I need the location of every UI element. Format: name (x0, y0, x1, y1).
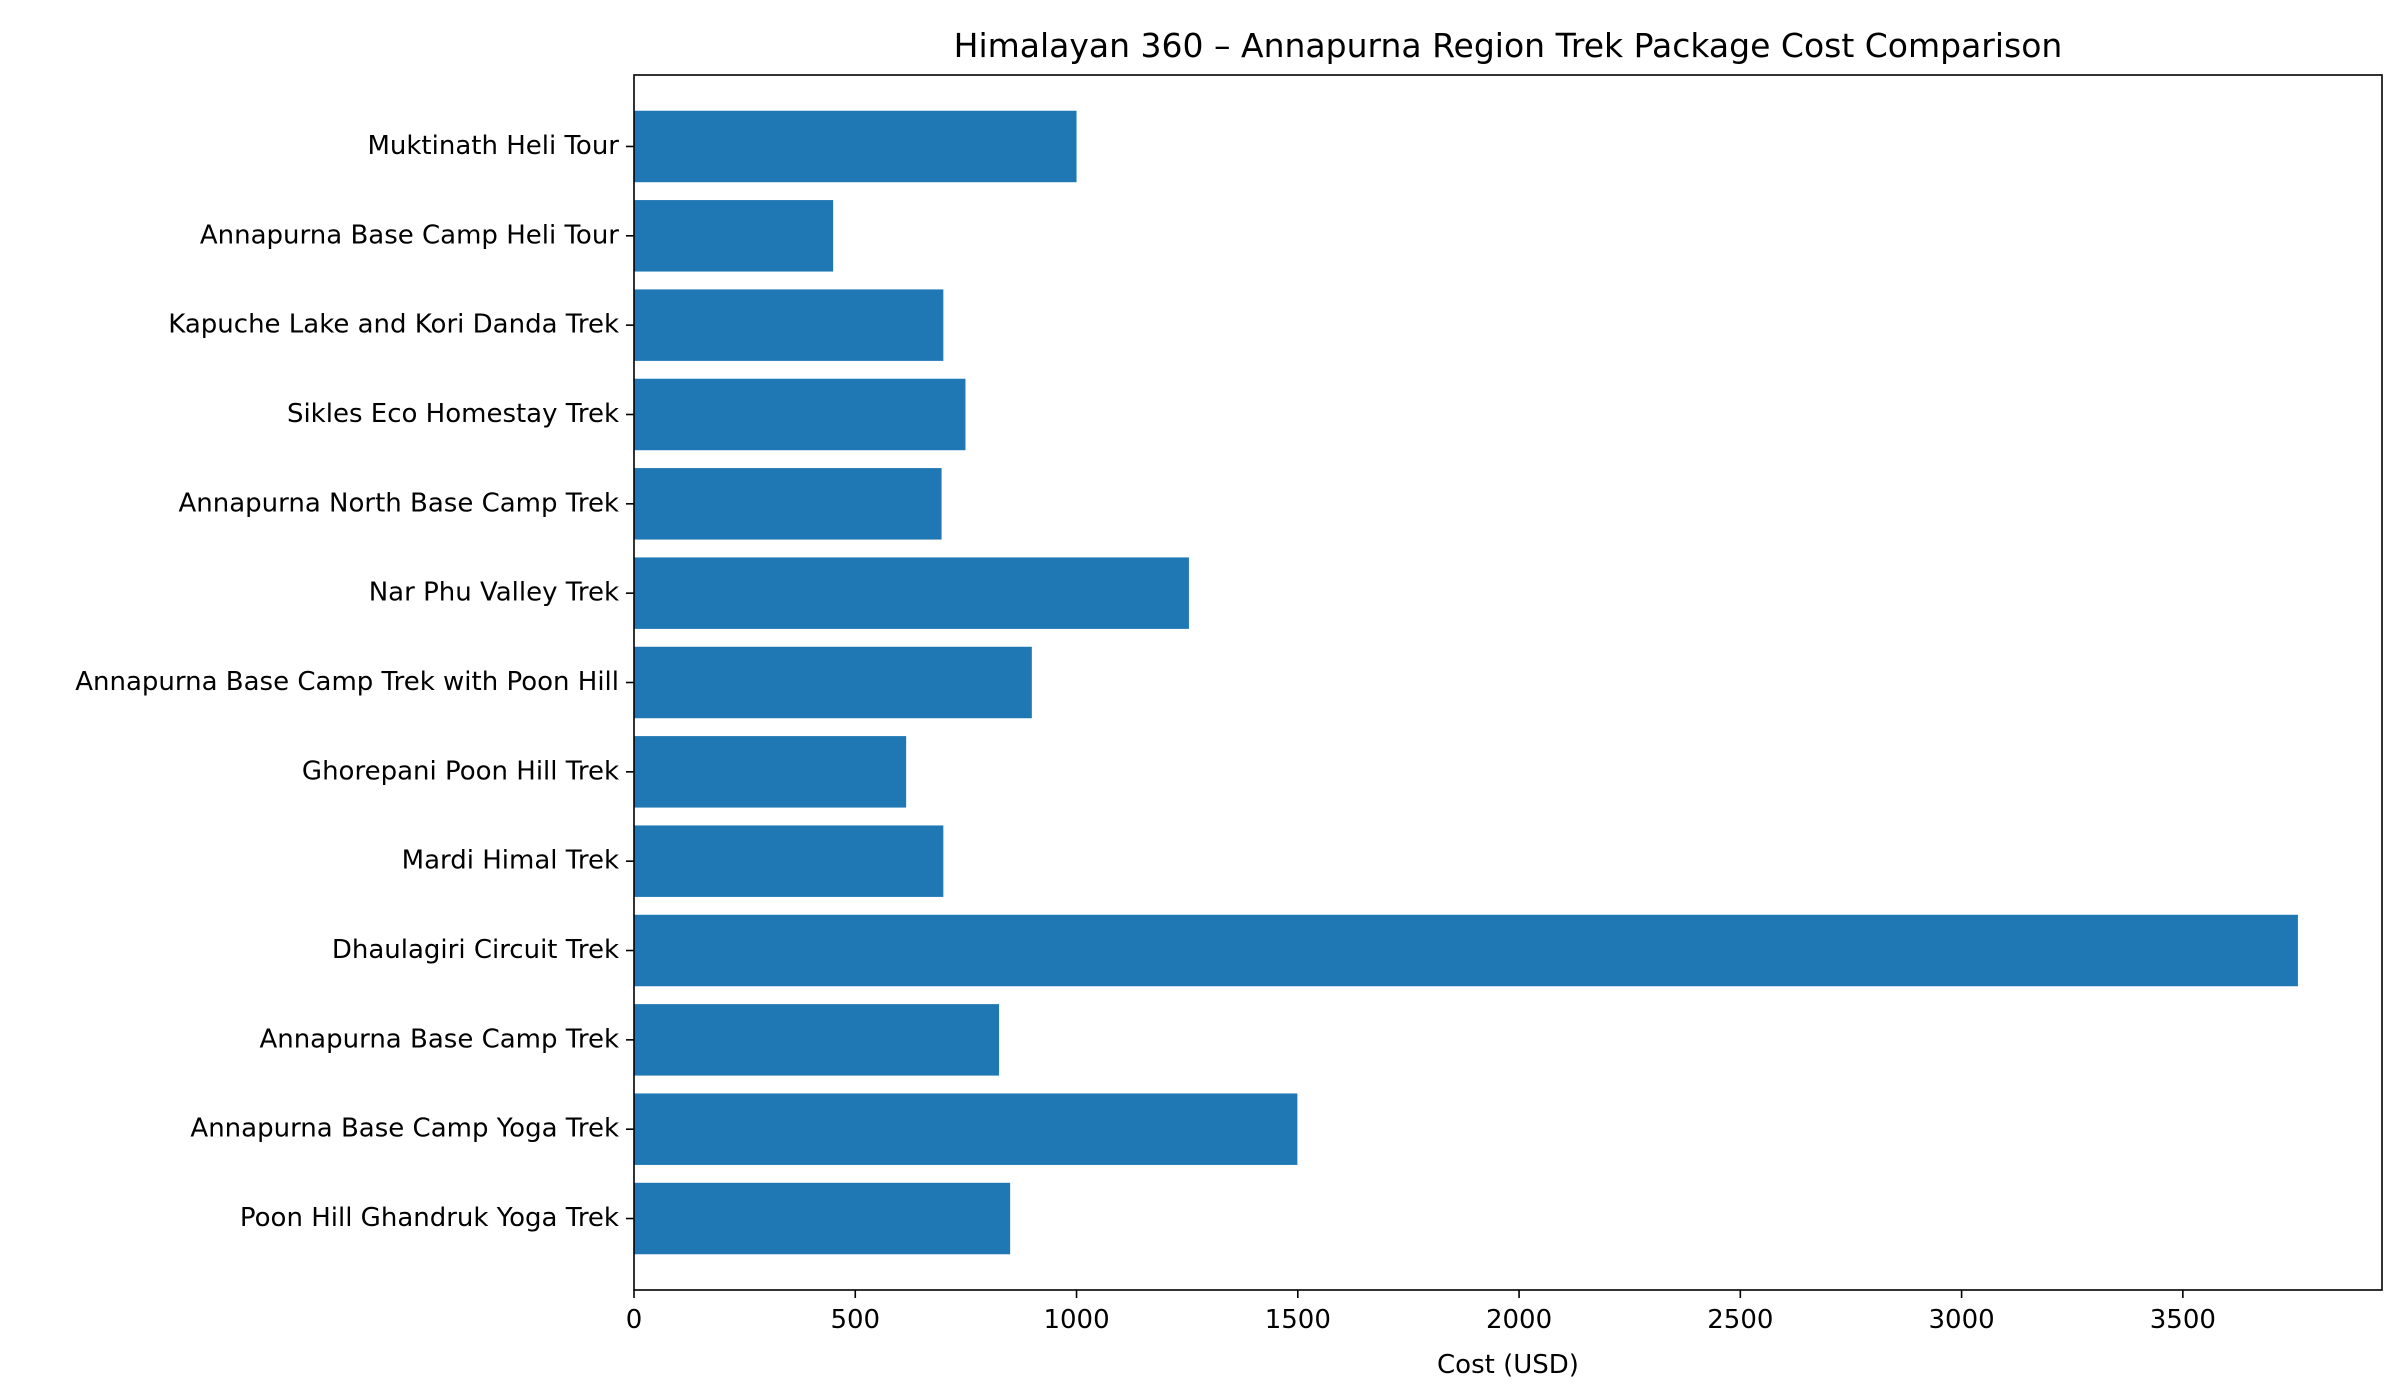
y-tick-label: Annapurna Base Camp Trek with Poon Hill (75, 667, 619, 697)
y-tick-label: Nar Phu Valley Trek (369, 578, 619, 608)
x-tick-label: 2000 (1486, 1305, 1552, 1335)
y-tick-label: Annapurna Base Camp Trek (259, 1024, 619, 1054)
x-tick-label: 1000 (1043, 1305, 1109, 1335)
y-tick-label: Annapurna North Base Camp Trek (178, 488, 619, 518)
bar (634, 736, 907, 808)
bar (634, 1004, 1000, 1076)
x-tick-label: 500 (830, 1305, 880, 1335)
y-tick-label: Poon Hill Ghandruk Yoga Trek (240, 1203, 619, 1233)
y-tick-label: Mardi Himal Trek (402, 846, 619, 876)
x-tick-label: 0 (626, 1305, 643, 1335)
plot-frame (633, 74, 2383, 1291)
bar (634, 646, 1032, 719)
chart-title: Himalayan 360 – Annapurna Region Trek Pa… (954, 26, 2063, 65)
x-tick-label: 3000 (1929, 1305, 1995, 1335)
y-tick-label: Sikles Eco Homestay Trek (287, 399, 619, 429)
y-tick-label: Dhaulagiri Circuit Trek (332, 935, 619, 965)
y-tick-label: Kapuche Lake and Kori Danda Trek (168, 310, 619, 340)
bar (634, 825, 944, 897)
bar (634, 914, 2298, 987)
bar (634, 468, 942, 540)
x-tick-label: 2500 (1707, 1305, 1773, 1335)
bars (634, 110, 2298, 1255)
bar (634, 110, 1077, 183)
x-tick-label: 1500 (1265, 1305, 1331, 1335)
x-tick-label: 3500 (2150, 1305, 2216, 1335)
y-tick-label: Ghorepani Poon Hill Trek (302, 756, 619, 786)
y-tick-label: Annapurna Base Camp Yoga Trek (190, 1114, 619, 1144)
y-tick-label: Annapurna Base Camp Heli Tour (200, 220, 619, 250)
y-tick-label: Muktinath Heli Tour (367, 131, 619, 161)
bar (634, 289, 944, 361)
bar (634, 1093, 1298, 1165)
bar (634, 557, 1189, 629)
bar (634, 378, 966, 451)
bar (634, 1182, 1011, 1255)
x-axis-ticks: 0 500 1000 1500 2000 2500 3000 3500 (626, 1290, 2216, 1335)
x-axis-label: Cost (USD) (1437, 1350, 1579, 1380)
y-axis-ticks: Muktinath Heli Tour Annapurna Base Camp H… (75, 131, 634, 1233)
bar (634, 200, 834, 272)
